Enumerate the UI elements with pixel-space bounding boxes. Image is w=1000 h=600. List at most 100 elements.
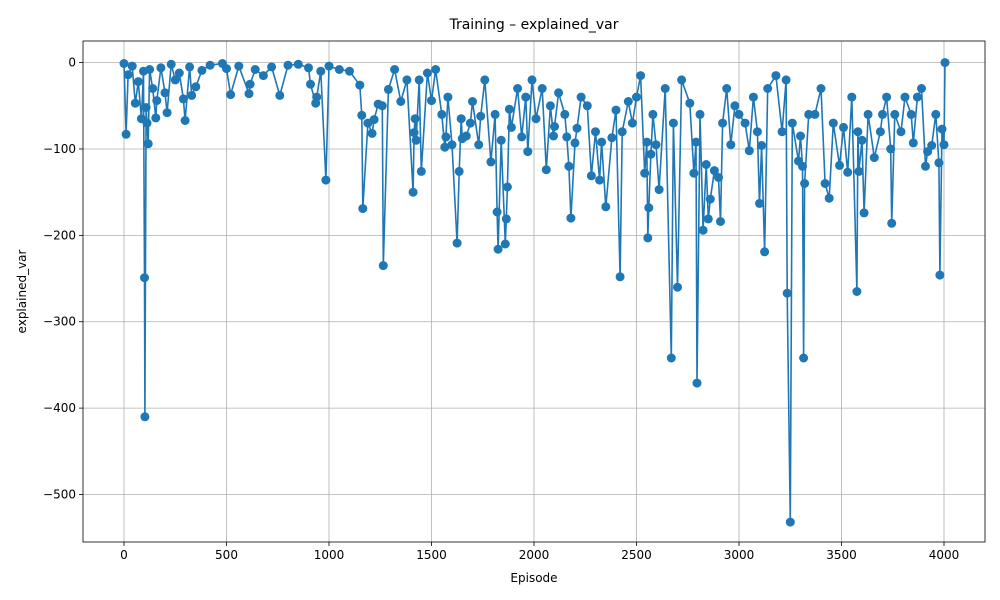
data-point — [476, 111, 486, 121]
data-point — [804, 109, 814, 119]
data-point — [668, 118, 678, 128]
data-point — [820, 179, 830, 188]
data-point — [502, 182, 512, 192]
data-point — [666, 353, 676, 363]
data-point — [501, 214, 511, 224]
data-point — [718, 118, 728, 128]
data-point — [306, 79, 315, 89]
data-point — [396, 97, 406, 106]
data-point — [234, 61, 244, 71]
data-point — [142, 118, 152, 128]
data-point — [377, 101, 387, 111]
data-point — [852, 287, 862, 296]
data-point — [123, 70, 133, 80]
data-point — [939, 140, 949, 150]
x-axis-label: Episode — [510, 571, 557, 585]
x-tick-label: 500 — [215, 548, 238, 562]
data-point — [917, 84, 926, 93]
data-point — [796, 131, 805, 141]
data-point — [140, 273, 149, 283]
data-point — [180, 116, 190, 125]
data-point — [642, 137, 652, 147]
data-point — [541, 165, 551, 175]
data-point — [781, 75, 791, 85]
data-point — [835, 160, 844, 170]
data-point — [859, 208, 869, 218]
data-point — [934, 158, 944, 168]
data-point — [357, 110, 367, 120]
data-point — [409, 128, 419, 138]
data-point — [275, 90, 285, 100]
data-point — [506, 122, 516, 132]
data-point — [250, 65, 260, 74]
data-point — [492, 207, 502, 217]
data-point — [763, 84, 773, 93]
data-point — [777, 127, 787, 137]
data-point — [847, 92, 857, 102]
data-point — [402, 75, 412, 85]
data-point — [644, 203, 654, 213]
data-point — [474, 140, 484, 150]
data-point — [537, 84, 547, 93]
data-point — [722, 84, 732, 93]
data-point — [854, 166, 864, 176]
data-point — [640, 168, 650, 178]
data-point — [465, 118, 475, 128]
data-point — [416, 166, 426, 176]
data-point — [410, 114, 420, 124]
data-point — [130, 98, 140, 108]
data-point — [383, 84, 393, 94]
data-point — [651, 140, 661, 150]
y-tick-label: −200 — [43, 228, 76, 242]
data-point — [441, 132, 451, 142]
data-point — [178, 94, 188, 104]
data-point — [799, 353, 809, 363]
x-tick-label: 3000 — [724, 548, 755, 562]
data-point — [843, 167, 853, 177]
data-point — [748, 92, 758, 102]
x-tick-label: 3500 — [826, 548, 857, 562]
data-point — [174, 68, 184, 78]
data-point — [890, 109, 900, 119]
data-point — [757, 141, 767, 150]
data-point — [882, 92, 892, 102]
data-point — [576, 92, 586, 102]
data-point — [504, 104, 514, 114]
data-point — [312, 92, 322, 102]
data-point — [141, 103, 151, 112]
data-point — [648, 109, 658, 119]
data-point — [517, 132, 527, 142]
data-point — [427, 96, 436, 106]
data-point — [162, 108, 172, 118]
data-point — [623, 97, 633, 106]
data-point — [244, 89, 254, 99]
data-point — [828, 118, 838, 128]
series-layer — [119, 58, 950, 527]
data-point — [456, 114, 466, 124]
data-point — [523, 147, 533, 157]
data-point — [636, 71, 646, 81]
data-point — [921, 161, 930, 171]
data-point — [452, 238, 462, 248]
data-point — [119, 59, 129, 68]
data-point — [906, 109, 916, 119]
data-point — [166, 59, 176, 69]
data-point — [692, 378, 702, 388]
data-point — [148, 84, 158, 93]
data-point — [646, 149, 656, 159]
data-point — [927, 141, 937, 150]
data-point — [570, 138, 580, 148]
data-point — [145, 65, 155, 74]
data-point — [527, 75, 537, 85]
data-point — [597, 137, 607, 147]
data-point — [437, 109, 447, 119]
data-point — [440, 142, 450, 152]
data-point — [601, 202, 611, 212]
data-point — [205, 60, 215, 70]
data-point — [896, 127, 906, 137]
data-point — [595, 175, 605, 185]
data-point — [500, 239, 510, 249]
data-point — [691, 137, 701, 147]
data-point — [632, 92, 641, 102]
data-point — [121, 129, 131, 139]
